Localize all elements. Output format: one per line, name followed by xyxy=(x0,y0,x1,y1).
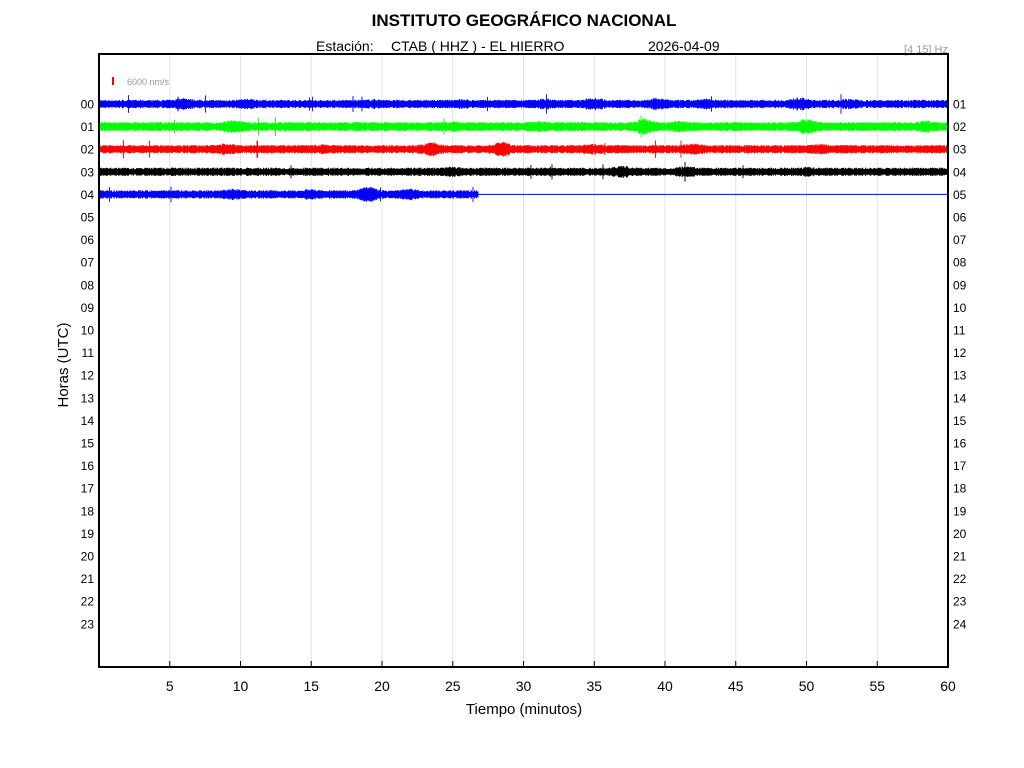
hour-label-right: 02 xyxy=(953,120,967,134)
x-tick-label: 25 xyxy=(445,678,461,694)
hour-label-right: 03 xyxy=(953,143,967,157)
hour-label-left: 08 xyxy=(81,278,95,292)
amplitude-scale-bar xyxy=(112,77,114,85)
hour-label-left: 00 xyxy=(81,98,95,112)
hour-label-left: 01 xyxy=(81,120,95,134)
hour-label-right: 07 xyxy=(953,233,967,247)
hour-label-left: 20 xyxy=(81,550,95,564)
x-tick-label: 55 xyxy=(869,678,885,694)
x-axis-ticks: 5 10 15 20 25 30 35 40 45 50 55 60 xyxy=(166,661,956,694)
hour-label-left: 22 xyxy=(81,595,95,609)
hour-label-left: 06 xyxy=(81,233,95,247)
hour-label-right: 21 xyxy=(953,550,967,564)
amplitude-scale-label: 6000 nm/s xyxy=(127,77,170,87)
hour-label-right: 22 xyxy=(953,572,967,586)
hour-label-right: 15 xyxy=(953,414,967,428)
chart-title: INSTITUTO GEOGRÁFICO NACIONAL xyxy=(372,11,677,30)
hour-label-left: 10 xyxy=(81,324,95,338)
station-label: Estación: xyxy=(316,38,374,54)
hour-label-left: 13 xyxy=(81,391,95,405)
hour-label-right: 01 xyxy=(953,98,967,112)
right-hour-labels: 01 02 03 04 05 06 07 08 09 10 11 12 13 14 15 16 17 18 19 20… xyxy=(953,98,967,632)
hour-label-left: 05 xyxy=(81,211,95,225)
hour-label-right: 10 xyxy=(953,301,967,315)
hour-label-right: 05 xyxy=(953,188,967,202)
hour-label-right: 06 xyxy=(953,211,967,225)
hour-label-right: 04 xyxy=(953,165,967,179)
x-tick-label: 40 xyxy=(657,678,673,694)
x-tick-label: 45 xyxy=(728,678,744,694)
station-name: CTAB ( HHZ ) - EL HIERRO xyxy=(391,38,565,54)
gridlines xyxy=(169,54,878,667)
hour-label-right: 09 xyxy=(953,278,967,292)
x-tick-label: 20 xyxy=(374,678,390,694)
x-tick-label: 35 xyxy=(586,678,602,694)
hour-label-right: 11 xyxy=(953,324,966,338)
hour-label-left: 18 xyxy=(81,504,95,518)
hour-label-left: 23 xyxy=(81,617,95,631)
hour-label-left: 12 xyxy=(81,369,95,383)
hour-label-left: 07 xyxy=(81,256,95,270)
hour-label-right: 16 xyxy=(953,437,967,451)
hour-label-right: 13 xyxy=(953,369,967,383)
hour-label-right: 24 xyxy=(953,617,967,631)
hour-label-right: 20 xyxy=(953,527,967,541)
hour-label-left: 15 xyxy=(81,437,95,451)
x-tick-label: 30 xyxy=(516,678,532,694)
x-tick-label: 50 xyxy=(799,678,815,694)
hour-label-right: 08 xyxy=(953,256,967,270)
hour-label-left: 02 xyxy=(81,143,95,157)
x-tick-label: 60 xyxy=(940,678,956,694)
hour-label-left: 11 xyxy=(82,346,95,360)
left-hour-labels: 00 01 02 03 04 05 06 07 08 09 10 11 12 13 14 15 16 17 18 19… xyxy=(81,98,95,632)
hour-label-left: 19 xyxy=(81,527,95,541)
x-tick-label: 5 xyxy=(166,678,174,694)
hour-label-left: 16 xyxy=(81,459,95,473)
x-axis-label: Tiempo (minutos) xyxy=(466,701,582,718)
x-tick-label: 15 xyxy=(303,678,319,694)
hour-label-right: 19 xyxy=(953,504,967,518)
hour-label-left: 17 xyxy=(81,482,95,496)
hour-label-right: 17 xyxy=(953,459,967,473)
hour-label-right: 23 xyxy=(953,595,967,609)
hour-label-right: 12 xyxy=(953,346,967,360)
hour-label-left: 21 xyxy=(81,572,95,586)
trace-hour-04 xyxy=(98,186,479,203)
record-date: 2026-04-09 xyxy=(648,38,720,54)
hour-label-left: 09 xyxy=(81,301,95,315)
hour-label-right: 18 xyxy=(953,482,967,496)
y-axis-label: Horas (UTC) xyxy=(55,322,72,407)
x-tick-label: 10 xyxy=(233,678,249,694)
hour-label-left: 04 xyxy=(81,188,95,202)
hour-label-left: 03 xyxy=(81,165,95,179)
hour-label-left: 14 xyxy=(81,414,95,428)
hour-label-right: 14 xyxy=(953,391,967,405)
